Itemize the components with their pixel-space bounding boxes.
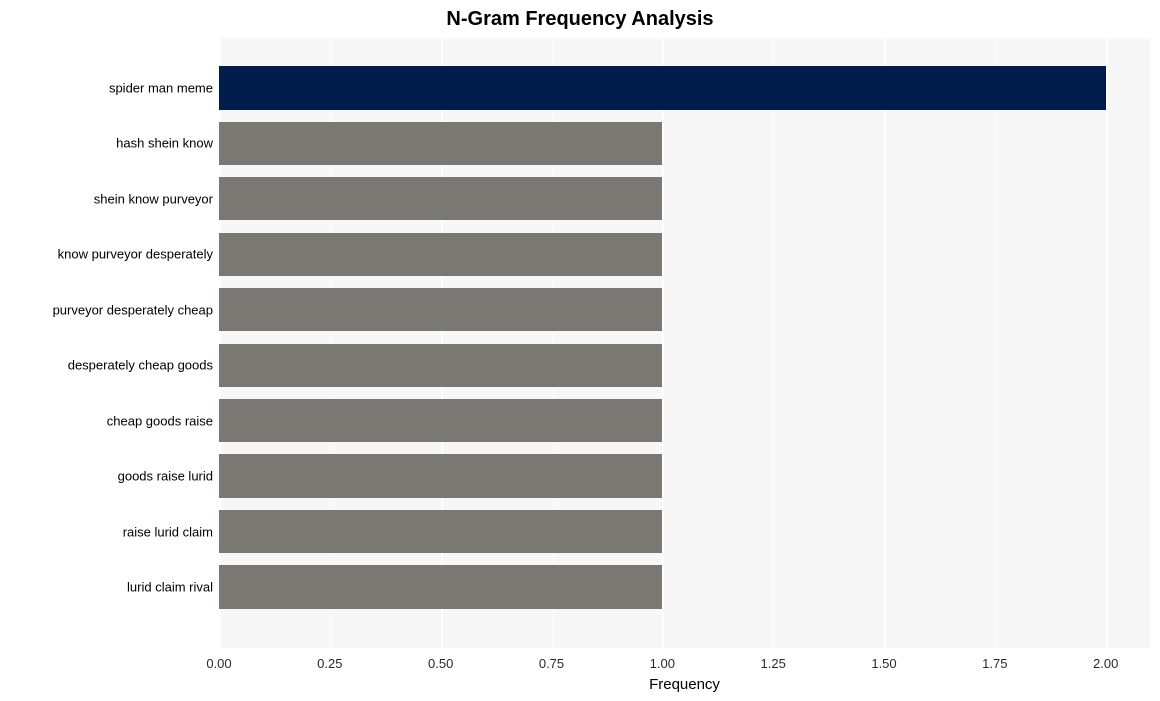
x-tick-label: 1.50 (871, 656, 896, 671)
y-tick-label: goods raise lurid (0, 469, 213, 484)
bar (219, 233, 662, 276)
grid-line (884, 38, 886, 648)
grid-line (662, 38, 664, 648)
bar (219, 177, 662, 220)
x-tick-label: 1.75 (982, 656, 1007, 671)
y-tick-label: raise lurid claim (0, 524, 213, 539)
x-tick-label: 0.25 (317, 656, 342, 671)
y-tick-label: shein know purveyor (0, 191, 213, 206)
chart-container: N-Gram Frequency Analysis Frequency spid… (0, 0, 1160, 701)
x-tick-label: 0.00 (206, 656, 231, 671)
y-tick-label: desperately cheap goods (0, 358, 213, 373)
grid-line (1106, 38, 1108, 648)
x-tick-label: 0.75 (539, 656, 564, 671)
bar (219, 66, 1106, 109)
y-tick-label: know purveyor desperately (0, 247, 213, 262)
x-tick-label: 0.50 (428, 656, 453, 671)
y-tick-label: spider man meme (0, 80, 213, 95)
bar (219, 122, 662, 165)
bar (219, 288, 662, 331)
grid-line (773, 38, 774, 648)
y-tick-label: purveyor desperately cheap (0, 302, 213, 317)
chart-title: N-Gram Frequency Analysis (0, 8, 1160, 31)
x-tick-label: 1.00 (650, 656, 675, 671)
y-tick-label: hash shein know (0, 136, 213, 151)
bar (219, 399, 662, 442)
bar (219, 565, 662, 608)
grid-line (995, 38, 996, 648)
plot-area (219, 38, 1150, 648)
x-tick-label: 1.25 (761, 656, 786, 671)
y-tick-label: cheap goods raise (0, 413, 213, 428)
x-axis-title: Frequency (219, 676, 1150, 693)
y-tick-label: lurid claim rival (0, 580, 213, 595)
bar (219, 344, 662, 387)
bar (219, 510, 662, 553)
x-tick-label: 2.00 (1093, 656, 1118, 671)
bar (219, 454, 662, 497)
